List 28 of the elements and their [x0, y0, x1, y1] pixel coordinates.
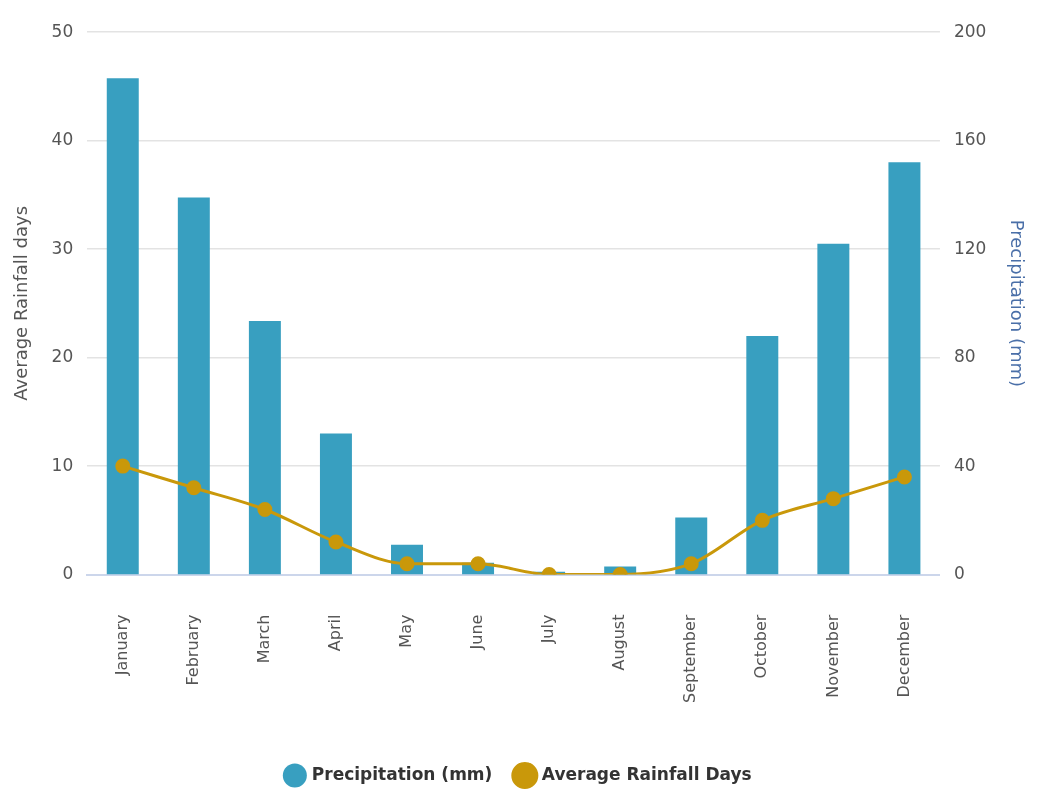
y-tick-label: 50 — [51, 20, 74, 41]
y-axis-title: Average Rainfall days — [10, 206, 32, 401]
x-tick-label: October — [751, 614, 771, 679]
x-tick-label: May — [396, 614, 416, 648]
x-tick-label: January — [111, 614, 131, 677]
y2-tick-label: 0 — [953, 562, 965, 583]
y-tick-label: 20 — [51, 346, 74, 367]
x-tick-label: June — [467, 614, 487, 651]
y2-axis-title: Precipitation (mm) — [1006, 219, 1028, 388]
y2-tick-label: 80 — [953, 346, 976, 367]
legend-label: Precipitation (mm) — [311, 763, 493, 784]
x-tick-label: November — [822, 614, 842, 698]
y-tick-label: 0 — [62, 562, 74, 583]
x-tick-label: February — [182, 614, 202, 686]
y-tick-label: 10 — [51, 454, 74, 475]
x-tick-label: April — [325, 614, 345, 652]
y2-tick-label: 200 — [953, 20, 987, 41]
y-tick-label: 30 — [51, 237, 74, 258]
x-tick-label: March — [254, 614, 274, 664]
x-tick-label: August — [609, 614, 629, 671]
y-tick-label: 40 — [51, 129, 74, 150]
y2-tick-label: 160 — [953, 129, 987, 150]
x-tick-label: September — [680, 614, 700, 703]
x-tick-label: July — [538, 614, 558, 645]
y2-tick-label: 120 — [953, 237, 987, 258]
x-tick-label: December — [893, 614, 913, 698]
legend-label: Average Rainfall Days — [541, 763, 752, 784]
y2-tick-label: 40 — [953, 454, 976, 475]
